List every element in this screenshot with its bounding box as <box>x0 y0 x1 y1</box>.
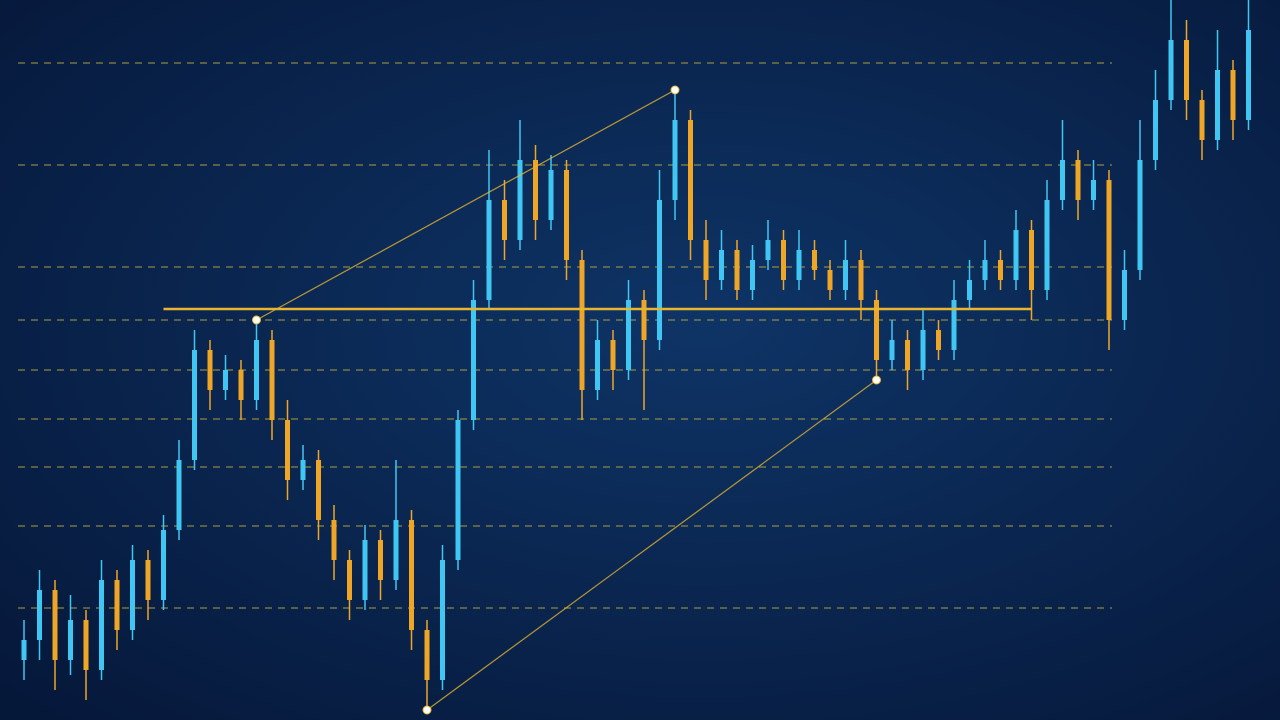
candle-body <box>626 300 631 370</box>
candle-body <box>827 270 833 290</box>
candle-body <box>533 160 538 220</box>
candle-body <box>99 580 104 670</box>
candle-body <box>564 170 569 260</box>
candle-body <box>285 420 290 480</box>
candle-body <box>1137 160 1143 270</box>
candle-body <box>967 280 972 300</box>
candle-body <box>734 250 740 290</box>
pivot-dot <box>422 705 432 715</box>
candle-body <box>21 640 27 660</box>
candle-body <box>951 300 957 350</box>
candle-body <box>176 460 182 530</box>
candle-body <box>331 520 337 560</box>
candle-body <box>440 560 445 680</box>
candle-body <box>207 350 213 390</box>
candle-body <box>1122 270 1127 320</box>
candle-body <box>579 260 585 390</box>
candle-body <box>424 630 430 680</box>
candle-body <box>796 250 802 280</box>
candle-body <box>843 260 848 290</box>
candle-body <box>455 420 461 560</box>
candle-body <box>1029 230 1034 290</box>
candle-body <box>982 260 988 280</box>
candle-body <box>145 560 151 600</box>
candle-body <box>998 260 1003 280</box>
candle-body <box>471 300 476 420</box>
candle-body <box>812 250 817 270</box>
candle-body <box>874 300 879 360</box>
candle-body <box>269 340 275 420</box>
candle-body <box>750 260 755 290</box>
candle-body <box>347 560 352 600</box>
candle-body <box>1246 30 1251 120</box>
candle-body <box>1215 70 1220 140</box>
candle-body <box>37 590 42 640</box>
candle-body <box>1230 70 1236 120</box>
candle-body <box>548 170 554 220</box>
candle-body <box>254 340 259 400</box>
candle-body <box>641 300 647 340</box>
candle-body <box>238 370 244 400</box>
candle-body <box>1044 200 1050 290</box>
candle-body <box>83 620 89 670</box>
candle-body <box>1168 40 1174 100</box>
candle-body <box>905 340 910 370</box>
candle-body <box>858 260 864 300</box>
candle-body <box>889 340 895 360</box>
candle-body <box>68 620 73 660</box>
candle-body <box>688 120 693 240</box>
trend-line <box>426 379 877 711</box>
candle-body <box>362 540 368 600</box>
candle-body <box>1060 160 1065 200</box>
trend-line <box>256 89 676 321</box>
candle-body <box>920 330 926 370</box>
candle-body <box>595 340 600 390</box>
candle-body <box>223 370 228 390</box>
candle-body <box>703 240 709 280</box>
candle-body <box>781 240 786 280</box>
pivot-dot <box>252 315 261 325</box>
candle-body <box>1106 180 1112 320</box>
candle-body <box>936 330 941 350</box>
candle-body <box>719 250 724 280</box>
candle-body <box>1013 230 1019 280</box>
candle-body <box>300 460 306 480</box>
candle-body <box>1153 100 1158 160</box>
candle-body <box>672 120 678 200</box>
candle-body <box>1075 160 1081 200</box>
candle-body <box>316 460 321 520</box>
candle-body <box>486 200 492 300</box>
candle-body <box>114 580 120 630</box>
candle-body <box>1199 100 1205 140</box>
candle-body <box>1091 180 1096 200</box>
candle-body <box>393 520 399 580</box>
candle-body <box>657 200 662 340</box>
candle-body <box>409 520 414 630</box>
candle-body <box>378 540 383 580</box>
pivot-dot <box>872 375 881 385</box>
pivot-dot <box>670 85 680 95</box>
candle-body <box>1184 40 1189 100</box>
candle-body <box>502 200 507 240</box>
candle-body <box>192 350 197 460</box>
candle-body <box>610 340 616 370</box>
candle-body <box>161 530 166 600</box>
candle-body <box>517 160 523 240</box>
candle-body <box>52 590 58 660</box>
candle-body <box>765 240 771 260</box>
candle-body <box>130 560 135 630</box>
